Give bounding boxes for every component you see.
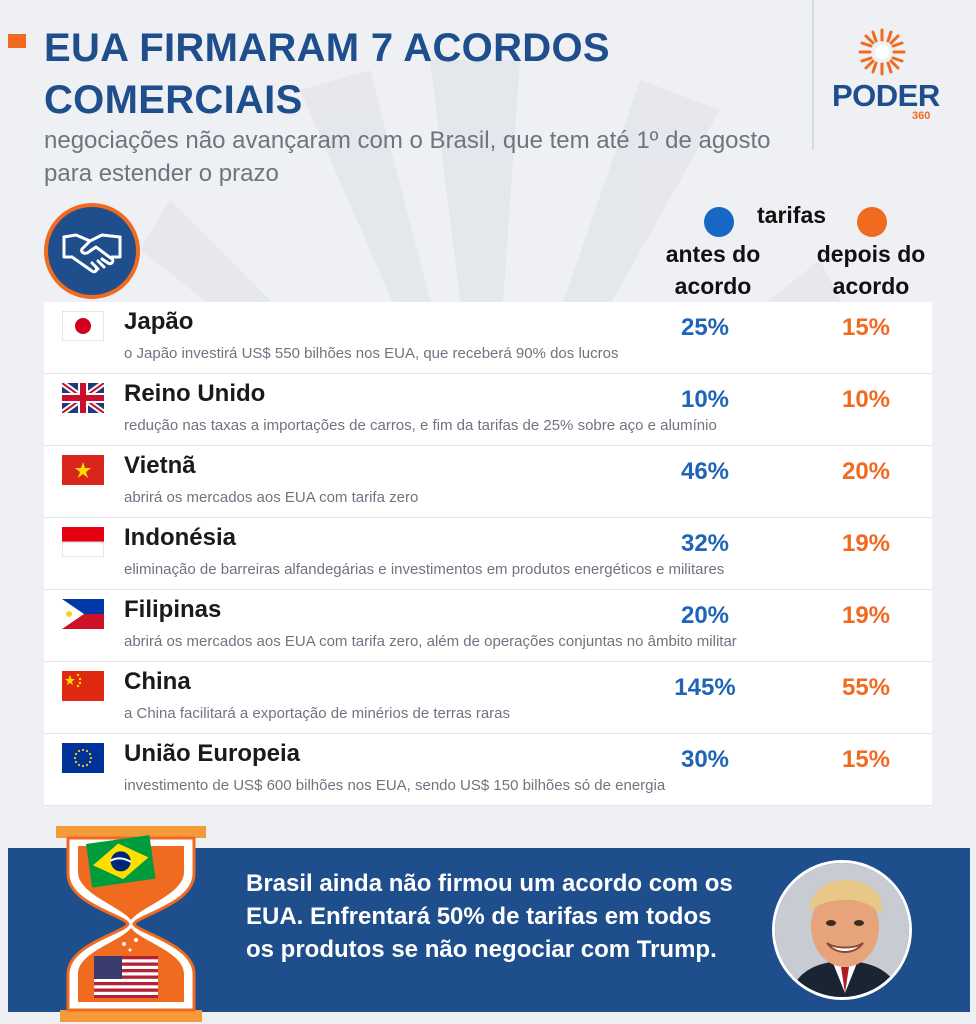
country-name: Japão <box>124 308 194 335</box>
agreement-description: abrirá os mercados aos EUA com tarifa ze… <box>124 489 419 506</box>
tariff-after: 10% <box>841 386 891 413</box>
agreements-table: Japão o Japão investirá US$ 550 bilhões … <box>44 302 932 806</box>
country-name: Reino Unido <box>124 380 266 407</box>
country-name: Indonésia <box>124 524 237 551</box>
country-name: União Europeia <box>124 740 301 767</box>
hourglass-icon <box>56 826 206 1022</box>
agreement-description: redução nas taxas a importações de carro… <box>124 417 717 434</box>
tariff-after: 19% <box>841 530 891 557</box>
sun-logo-icon <box>858 28 906 76</box>
tariff-before: 10% <box>680 386 730 413</box>
logo-divider <box>812 0 814 150</box>
brazil-flag <box>86 835 156 888</box>
tariff-after: 55% <box>841 674 891 701</box>
tariff-before: 25% <box>680 314 730 341</box>
tariff-before: 30% <box>680 746 730 773</box>
tariff-after: 20% <box>841 458 891 485</box>
philippines-flag-icon <box>62 599 104 629</box>
tariff-after: 19% <box>841 602 891 629</box>
agreement-description: o Japão investirá US$ 550 bilhões nos EU… <box>124 345 619 362</box>
trump-portrait <box>772 860 912 1000</box>
table-row: Indonésia eliminação de barreiras alfand… <box>44 518 932 590</box>
country-name: Filipinas <box>124 596 222 623</box>
handshake-badge <box>44 203 140 299</box>
country-name: Vietnã <box>124 452 196 479</box>
china-flag-icon <box>62 671 104 701</box>
tariff-before: 32% <box>680 530 730 557</box>
table-row: China a China facilitará a exportação de… <box>44 662 932 734</box>
legend-before-label: antes do acordo <box>665 241 761 299</box>
agreement-description: abrirá os mercados aos EUA com tarifa ze… <box>124 633 737 650</box>
table-row: Reino Unido redução nas taxas a importaç… <box>44 374 932 446</box>
table-row: Filipinas abrirá os mercados aos EUA com… <box>44 590 932 662</box>
agreement-description: investimento de US$ 600 bilhões nos EUA,… <box>124 777 666 794</box>
tariff-before: 20% <box>680 602 730 629</box>
tariff-before: 145% <box>674 674 736 701</box>
legend-title: tarifas <box>757 202 827 228</box>
tariff-before: 46% <box>680 458 730 485</box>
usa-flag <box>94 956 158 998</box>
logo-word: PODER <box>832 78 940 113</box>
table-row: União Europeia investimento de US$ 600 b… <box>44 734 932 806</box>
handshake-icon <box>62 233 122 274</box>
vietnam-flag-icon <box>62 455 104 485</box>
uk-flag-icon <box>62 383 104 413</box>
agreement-description: eliminação de barreiras alfandegárias e … <box>124 561 725 578</box>
japan-flag-icon <box>62 311 104 341</box>
table-row: Vietnã abrirá os mercados aos EUA com ta… <box>44 446 932 518</box>
country-name: China <box>124 668 191 695</box>
legend-after-label: depois do acordo <box>816 241 926 299</box>
legend-after-dot <box>857 207 887 237</box>
logo-number: 360 <box>912 110 931 122</box>
tariff-after: 15% <box>841 314 891 341</box>
title-accent-mark <box>8 34 26 48</box>
eu-flag-icon <box>62 743 104 773</box>
agreement-description: a China facilitará a exportação de minér… <box>124 705 511 722</box>
tariff-after: 15% <box>841 746 891 773</box>
indonesia-flag-icon <box>62 527 104 557</box>
legend-before-dot <box>704 207 734 237</box>
page-subtitle: negociações não avançaram com o Brasil, … <box>44 127 771 187</box>
table-row: Japão o Japão investirá US$ 550 bilhões … <box>44 302 932 374</box>
banner-message: Brasil ainda não firmou um acordo com os… <box>246 870 733 963</box>
poder360-logo: PODER 360 <box>830 26 940 126</box>
page-title: EUA FIRMARAM 7 ACORDOS COMERCIAIS <box>44 26 610 122</box>
